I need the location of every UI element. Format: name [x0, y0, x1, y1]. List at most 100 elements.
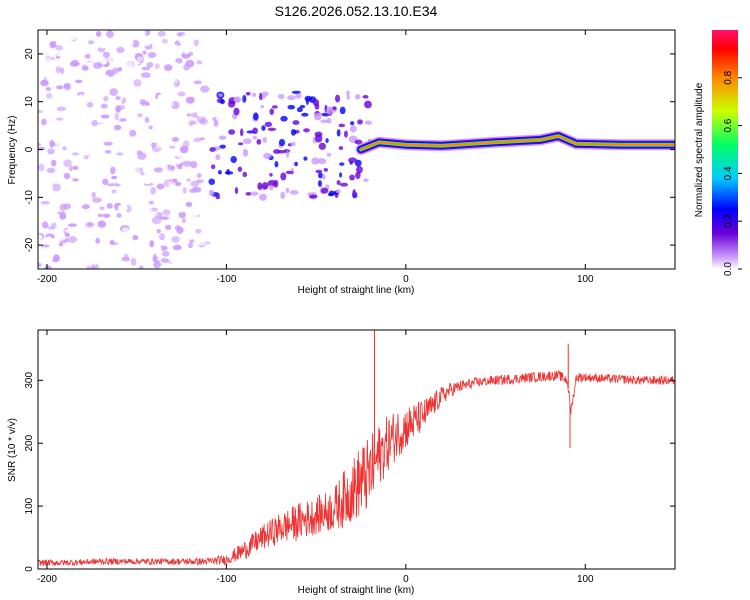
noise-blob — [178, 211, 186, 219]
noise-blob — [201, 259, 208, 264]
noise-blob — [91, 247, 100, 254]
feature-blob — [269, 184, 274, 191]
feature-blob — [261, 125, 266, 131]
noise-blob — [111, 175, 118, 180]
noise-blob — [75, 79, 83, 84]
feature-blob — [242, 171, 248, 178]
noise-blob — [177, 173, 183, 177]
noise-blob — [64, 232, 70, 237]
noise-blob — [70, 161, 77, 165]
noise-blob — [140, 72, 151, 78]
noise-blob — [60, 179, 70, 184]
noise-blob — [72, 106, 80, 114]
noise-blob — [157, 246, 162, 253]
noise-blob — [160, 200, 166, 206]
noise-blob — [63, 83, 70, 89]
noise-blob — [150, 78, 156, 83]
noise-blob — [100, 240, 106, 247]
noise-blob — [76, 35, 87, 41]
noise-blob — [134, 165, 141, 173]
noise-blob — [96, 163, 102, 172]
feature-blob — [339, 172, 343, 178]
noise-blob — [45, 92, 53, 99]
noise-blob — [66, 43, 74, 49]
noise-blob — [91, 119, 99, 127]
feature-blob — [357, 119, 363, 125]
noise-blob — [116, 196, 123, 203]
noise-blob — [112, 249, 121, 256]
noise-blob — [189, 211, 198, 220]
feature-blob — [301, 112, 309, 117]
noise-blob — [115, 171, 125, 177]
noise-blob — [170, 44, 178, 48]
noise-blob — [202, 139, 208, 147]
noise-blob — [116, 46, 125, 54]
snr-x-axis-label: Height of straight line (km) — [298, 585, 415, 596]
feature-blob — [317, 158, 327, 165]
noise-blob — [39, 191, 46, 198]
feature-blob — [364, 100, 372, 109]
noise-blob — [78, 94, 84, 102]
noise-blob — [86, 102, 94, 108]
noise-blob — [153, 167, 164, 173]
feature-blob — [290, 128, 297, 136]
noise-blob — [78, 235, 83, 240]
feature-blob — [320, 187, 329, 194]
noise-blob — [164, 221, 171, 226]
feature-blob — [352, 189, 356, 197]
noise-blob — [196, 241, 207, 246]
noise-blob — [112, 32, 119, 38]
feature-blob — [299, 105, 306, 109]
feature-blob — [336, 129, 341, 137]
noise-blob — [90, 179, 99, 187]
noise-blob — [201, 126, 211, 134]
feature-blob — [267, 127, 277, 131]
feature-blob — [259, 92, 263, 101]
noise-blob — [155, 76, 162, 83]
noise-blob — [142, 38, 152, 47]
feature-blob — [252, 92, 257, 98]
noise-blob — [172, 244, 182, 251]
feature-blob — [338, 123, 346, 128]
noise-blob — [124, 105, 132, 112]
noise-blob — [182, 232, 187, 238]
noise-blob — [103, 95, 109, 102]
feature-blob — [220, 99, 225, 105]
noise-blob — [196, 60, 203, 66]
feature-blob — [252, 127, 258, 135]
feature-blob — [234, 187, 239, 194]
noise-blob — [158, 233, 166, 241]
feature-blob — [261, 91, 269, 97]
noise-blob — [83, 87, 91, 95]
noise-blob — [143, 178, 152, 185]
noise-blob — [120, 139, 130, 143]
noise-blob — [190, 193, 200, 198]
noise-blob — [110, 242, 119, 246]
noise-blob — [97, 213, 104, 218]
noise-blob — [149, 121, 158, 127]
noise-blob — [141, 66, 151, 71]
noise-blob — [152, 253, 158, 260]
noise-blob — [87, 155, 96, 162]
feature-blob — [335, 189, 341, 194]
spectrogram-y-tick-label: 0 — [24, 146, 35, 152]
noise-blob — [167, 153, 173, 159]
feature-blob — [237, 166, 243, 172]
feature-blob — [303, 156, 308, 161]
noise-blob — [85, 265, 96, 269]
snr-panel: -200 -100 0 100 0 100 200 300 Height of straig… — [7, 329, 676, 596]
noise-blob — [72, 165, 79, 170]
noise-blob — [63, 159, 73, 167]
noise-blob — [94, 233, 104, 238]
noise-blob — [143, 148, 148, 154]
feature-blob — [362, 95, 369, 99]
feature-blob — [314, 131, 323, 138]
snr-frame — [37, 329, 676, 570]
colorbar-tick-label: 0.2 — [723, 214, 734, 228]
feature-blob — [278, 138, 286, 147]
noise-blob — [172, 178, 178, 183]
noise-blob — [111, 189, 117, 194]
noise-blob — [170, 79, 178, 83]
noise-blob — [146, 197, 156, 202]
